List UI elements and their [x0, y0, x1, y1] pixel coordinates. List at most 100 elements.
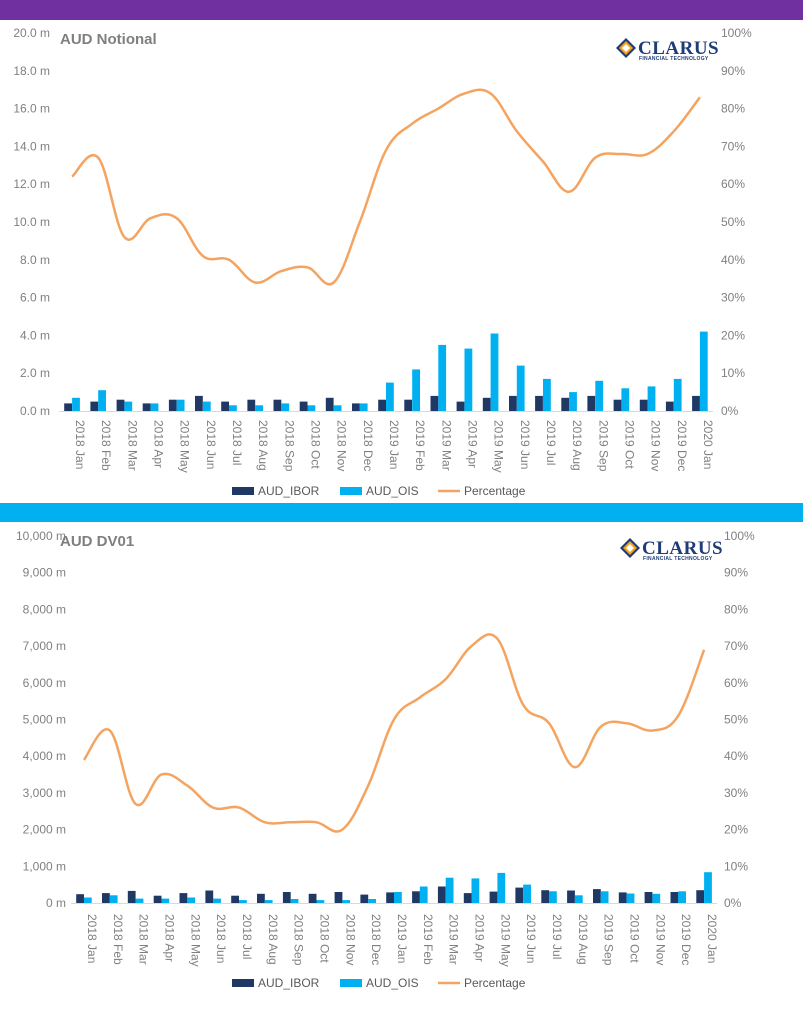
x-tick-label: 2018 Mar: [137, 914, 151, 965]
chart-panel-dv01: AUD DV01 0 m 1,000 m 2,000 m 3,000 m 4,000 m 5…: [0, 522, 803, 1024]
x-tick-label: 2019 Mar: [447, 914, 461, 965]
x-tick-label: 2019 May: [492, 420, 506, 473]
x-tick-label: 2018 Mar: [125, 420, 139, 471]
percentage-line: [71, 88, 701, 286]
bar-ibor: [412, 891, 420, 903]
logo-diamond-inner: [626, 544, 634, 552]
bar-ois: [98, 390, 106, 411]
chart-panel-notional: AUD Notional 0.0 m 2.0 m 4.0 m 6.0 m 8.0 m 10.…: [0, 20, 803, 503]
x-tick-label: 2020 Jan: [705, 914, 719, 963]
y-tick-label: 5,000 m: [23, 713, 66, 727]
bar-ibor: [587, 395, 596, 411]
bar-ois: [281, 403, 290, 411]
bar-ois: [543, 378, 551, 411]
x-tick-label: 2018 Dec: [369, 914, 383, 965]
x-tick-label: 2018 May: [188, 914, 202, 967]
legend-label: AUD_OIS: [366, 976, 419, 990]
bar-ibor: [142, 403, 151, 411]
x-tick-label: 2018 Jan: [73, 420, 87, 469]
legend-swatch: [232, 487, 254, 495]
logo-name: CLARUS: [638, 38, 719, 59]
y2-tick-label: 50%: [724, 713, 748, 727]
chart-legend: AUD_IBOR AUD_OIS Percentage: [232, 484, 526, 498]
y-tick-label: 14.0 m: [13, 139, 50, 153]
bar-ibor: [670, 892, 679, 903]
x-tick-label: 2019 Sep: [596, 420, 610, 472]
chart-legend: AUD_IBOR AUD_OIS Percentage: [232, 976, 526, 990]
y2-tick-label: 90%: [724, 566, 748, 580]
bar-ois: [264, 900, 273, 903]
y-tick-label: 10,000 m: [16, 529, 66, 543]
x-tick-label: 2018 Jun: [204, 420, 218, 469]
bar-ois: [161, 898, 170, 903]
x-tick-label: 2019 Mar: [439, 420, 453, 471]
bar-ois: [595, 380, 604, 411]
logo-tagline: FINANCIAL TECHNOLOGY: [643, 556, 713, 562]
bar-ois: [109, 895, 118, 903]
bar-ibor: [456, 401, 465, 411]
bar-ois: [678, 891, 686, 903]
bar-ibor: [541, 890, 550, 903]
y-tick-label: 6,000 m: [23, 676, 66, 690]
logo-diamond-inner: [622, 44, 630, 52]
y-tick-label: 4,000 m: [23, 749, 66, 763]
y-tick-label: 8.0 m: [20, 253, 50, 267]
bar-ibor: [515, 887, 524, 903]
x-tick-label: 2019 Jun: [524, 914, 538, 963]
y-tick-label: 4.0 m: [20, 328, 50, 342]
bar-ibor: [195, 395, 203, 411]
y-tick-label: 18.0 m: [13, 64, 50, 78]
x-tick-label: 2018 Nov: [335, 420, 349, 471]
bar-ois: [229, 405, 237, 411]
x-tick-label: 2019 Apr: [465, 420, 479, 468]
y2-tick-label: 100%: [724, 529, 755, 543]
bar-ibor: [386, 892, 394, 903]
x-tick-label: 2019 Jul: [544, 420, 558, 465]
bar-ois: [652, 893, 661, 903]
top-color-band: [0, 0, 803, 20]
dv01-chart-svg: AUD DV01 0 m 1,000 m 2,000 m 3,000 m 4,000 m 5…: [16, 529, 755, 990]
bar-ibor: [482, 397, 491, 411]
legend-label: Percentage: [464, 484, 526, 498]
bar-ibor: [116, 399, 125, 411]
bar-ibor: [231, 895, 239, 903]
x-tick-label: 2019 Apr: [473, 914, 487, 962]
x-tick-label: 2019 Nov: [649, 420, 663, 471]
bar-ois: [569, 392, 577, 411]
bar-ibor: [102, 893, 110, 903]
x-tick-label: 2018 Jul: [240, 914, 254, 959]
x-tick-label: 2019 Jun: [518, 420, 532, 469]
bar-ois: [600, 891, 609, 903]
x-tick-label: 2018 Sep: [292, 914, 306, 966]
bar-ibor: [352, 403, 360, 411]
legend-swatch: [340, 487, 362, 495]
y-tick-label: 0 m: [46, 896, 66, 910]
bar-ibor: [437, 886, 446, 903]
bar-ibor: [509, 395, 517, 411]
bar-ois: [359, 403, 368, 411]
y-tick-label: 12.0 m: [13, 177, 50, 191]
bar-ibor: [64, 403, 72, 411]
y2-tick-label: 80%: [721, 102, 745, 116]
y-tick-label: 16.0 m: [13, 102, 50, 116]
x-tick-label: 2019 Oct: [622, 420, 636, 469]
bar-ois: [187, 897, 196, 903]
bar-ois: [574, 895, 583, 903]
bar-ibor: [378, 399, 386, 411]
bar-ois: [445, 877, 454, 903]
bar-ibor: [168, 399, 177, 411]
bar-ois: [412, 369, 420, 411]
y-tick-label: 3,000 m: [23, 786, 66, 800]
y-tick-label: 20.0 m: [13, 26, 50, 40]
bar-ibor: [273, 399, 282, 411]
bar-ois: [333, 405, 342, 411]
bar-ibor: [593, 889, 601, 903]
x-tick-label: 2018 Nov: [343, 914, 357, 965]
x-tick-label: 2018 Oct: [309, 420, 323, 469]
middle-color-band: [0, 503, 803, 522]
bar-ois: [471, 878, 480, 903]
y2-tick-label: 30%: [724, 786, 748, 800]
x-tick-label: 2019 May: [498, 914, 512, 967]
legend-swatch: [232, 979, 254, 987]
x-tick-label: 2019 Jan: [395, 914, 409, 963]
